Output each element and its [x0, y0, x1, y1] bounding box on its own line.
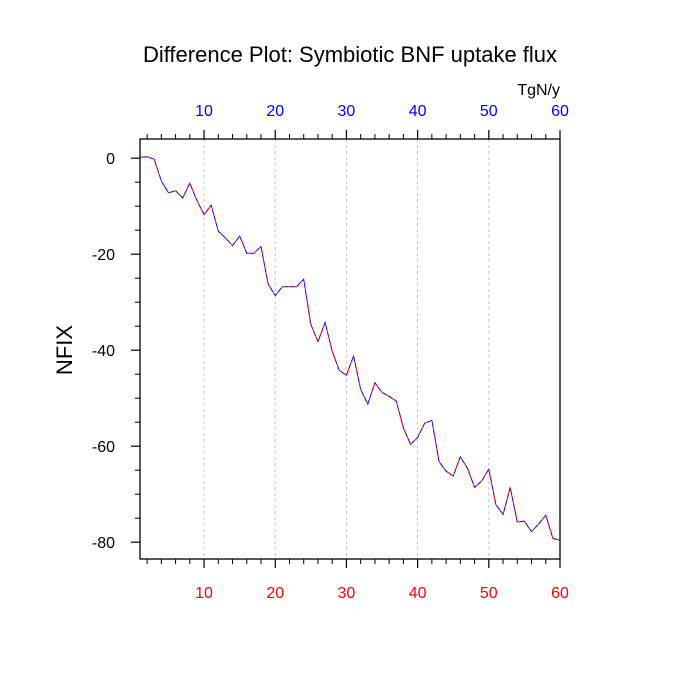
x-tick-label-bottom: 60 — [551, 585, 569, 602]
x-tick-label-top: 30 — [338, 103, 356, 120]
x-tick-label-top: 60 — [551, 103, 569, 120]
series-line-blue — [139, 156, 561, 541]
y-tick-label: 0 — [106, 151, 115, 168]
x-tick-label-top: 20 — [266, 103, 284, 120]
units-label: TgN/y — [517, 82, 560, 99]
tick-labels: 10 10 20 20 30 30 40 40 50 50 60 60 0 -20 -40 -60 -80 — [92, 103, 569, 602]
y-tick-label: -40 — [92, 343, 115, 360]
plot-frame — [139, 138, 561, 560]
x-tick-label-bottom: 50 — [480, 585, 498, 602]
data-series — [139, 156, 561, 541]
y-tick-label: -20 — [92, 247, 115, 264]
axis-ticks — [131, 130, 561, 568]
y-tick-label: -80 — [92, 535, 115, 552]
x-tick-label-bottom: 10 — [195, 585, 213, 602]
y-axis-label: NFIX — [52, 325, 77, 375]
y-tick-label: -60 — [92, 439, 115, 456]
chart-title: Difference Plot: Symbiotic BNF uptake fl… — [143, 42, 557, 67]
x-tick-label-top: 10 — [195, 103, 213, 120]
grid-lines — [203, 139, 490, 559]
x-tick-label-top: 50 — [480, 103, 498, 120]
series-line-red — [139, 156, 561, 541]
x-tick-label-bottom: 30 — [338, 585, 356, 602]
x-tick-label-bottom: 20 — [266, 585, 284, 602]
x-tick-label-top: 40 — [409, 103, 427, 120]
x-tick-label-bottom: 40 — [409, 585, 427, 602]
